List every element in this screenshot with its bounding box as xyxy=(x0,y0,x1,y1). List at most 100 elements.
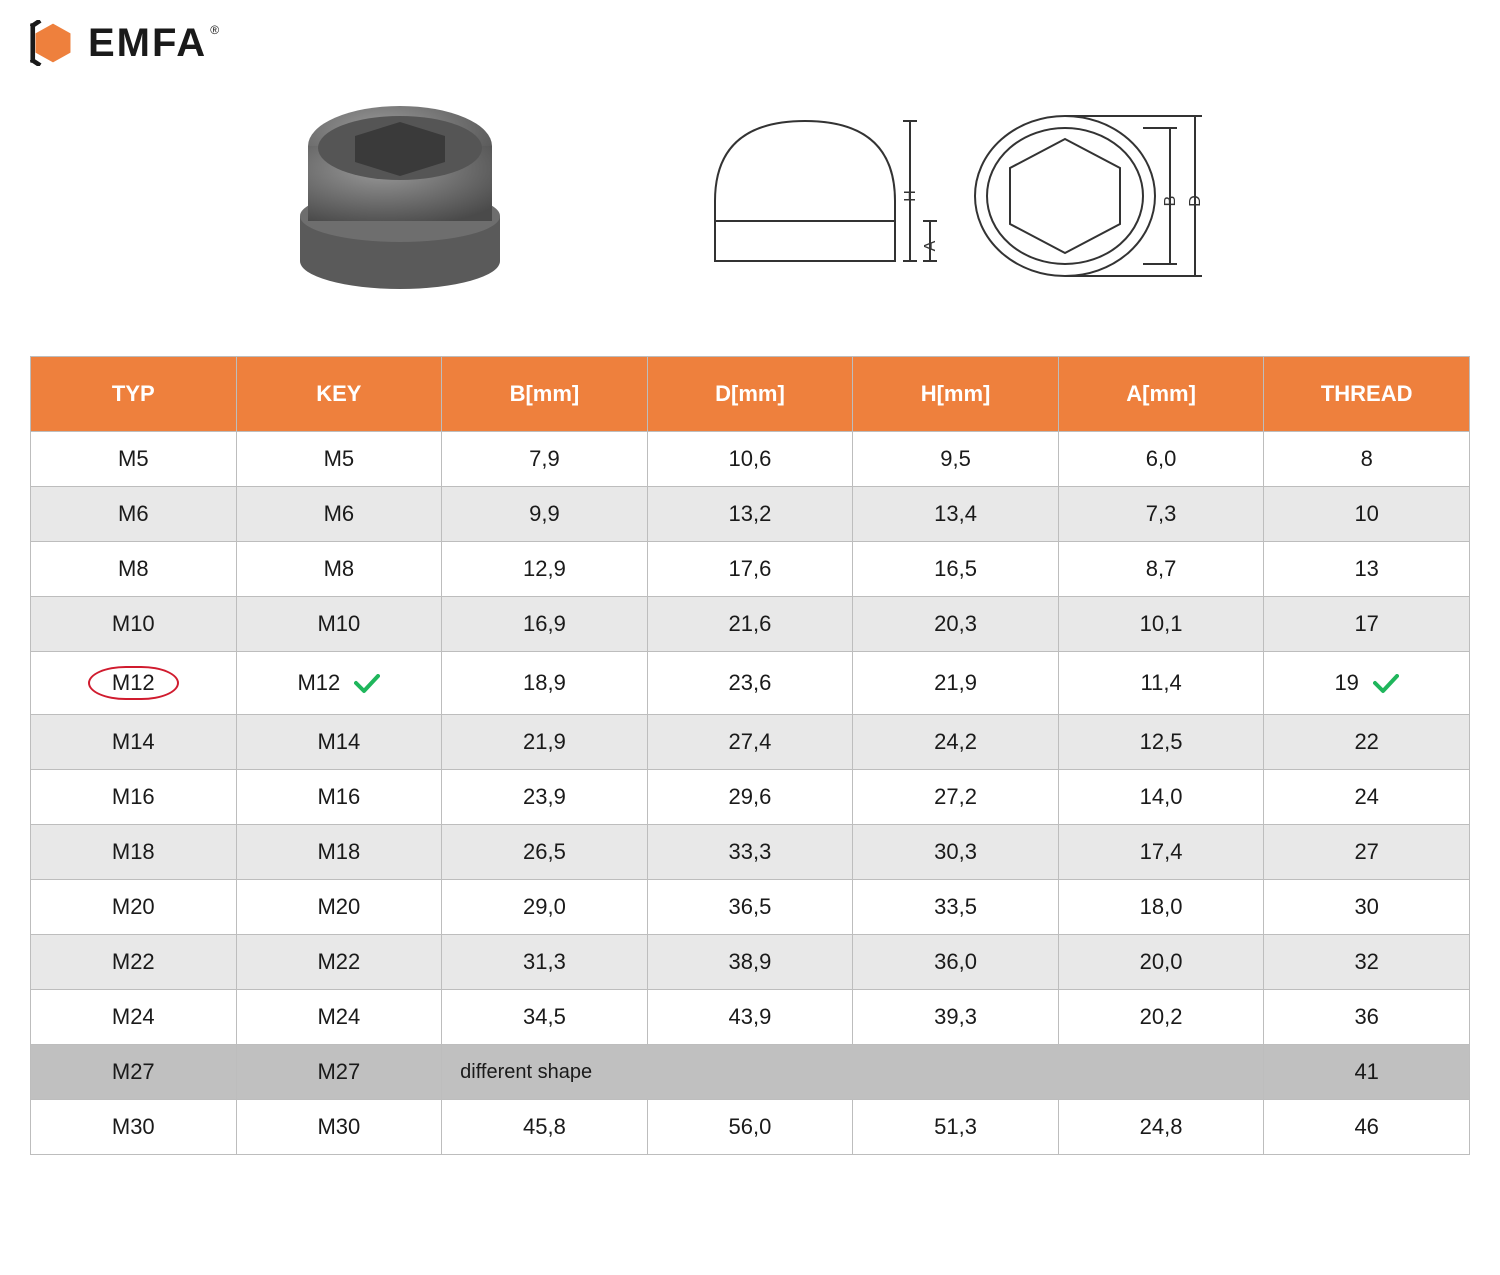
table-cell: 7,3 xyxy=(1058,487,1264,542)
table-cell: 31,3 xyxy=(442,935,648,990)
table-row: M6M69,913,213,47,310 xyxy=(31,487,1470,542)
table-cell: M22 xyxy=(31,935,237,990)
brand-logo: EMFA® xyxy=(30,20,1470,66)
table-cell: M24 xyxy=(31,990,237,1045)
table-cell: 10 xyxy=(1264,487,1470,542)
table-cell: M12 xyxy=(236,652,442,715)
table-cell: 45,8 xyxy=(442,1100,648,1155)
table-cell: 34,5 xyxy=(442,990,648,1045)
table-header-row: TYP KEY B[mm] D[mm] H[mm] A[mm] THREAD xyxy=(31,357,1470,432)
table-cell: M18 xyxy=(236,825,442,880)
table-cell: M10 xyxy=(31,597,237,652)
table-cell: 9,5 xyxy=(853,432,1059,487)
table-cell: 36 xyxy=(1264,990,1470,1045)
table-cell: 36,0 xyxy=(853,935,1059,990)
table-cell: 33,3 xyxy=(647,825,853,880)
svg-text:H: H xyxy=(902,190,919,202)
col-b: B[mm] xyxy=(442,357,648,432)
table-cell: 23,9 xyxy=(442,770,648,825)
table-cell: 10,6 xyxy=(647,432,853,487)
table-row: M12M1218,923,621,911,419 xyxy=(31,652,1470,715)
table-cell: 26,5 xyxy=(442,825,648,880)
table-cell: 38,9 xyxy=(647,935,853,990)
table-cell: 20,0 xyxy=(1058,935,1264,990)
table-row: M8M812,917,616,58,713 xyxy=(31,542,1470,597)
table-row: M16M1623,929,627,214,024 xyxy=(31,770,1470,825)
table-cell: 32 xyxy=(1264,935,1470,990)
table-cell: M22 xyxy=(236,935,442,990)
table-cell: M18 xyxy=(31,825,237,880)
col-key: KEY xyxy=(236,357,442,432)
table-cell: 8,7 xyxy=(1058,542,1264,597)
table-cell: M16 xyxy=(236,770,442,825)
table-cell: 12,5 xyxy=(1058,715,1264,770)
table-cell: 13 xyxy=(1264,542,1470,597)
table-cell: M27 xyxy=(31,1045,237,1100)
table-cell: 29,0 xyxy=(442,880,648,935)
table-cell: M6 xyxy=(236,487,442,542)
dimension-diagram: H A B D xyxy=(695,96,1215,296)
table-cell: 30 xyxy=(1264,880,1470,935)
table-cell: 33,5 xyxy=(853,880,1059,935)
table-cell-note: different shape xyxy=(442,1045,1264,1100)
table-cell: M5 xyxy=(31,432,237,487)
table-cell: M16 xyxy=(31,770,237,825)
col-d: D[mm] xyxy=(647,357,853,432)
table-cell: M14 xyxy=(236,715,442,770)
highlight-circle: M12 xyxy=(88,666,179,700)
table-cell: 51,3 xyxy=(853,1100,1059,1155)
table-row: M20M2029,036,533,518,030 xyxy=(31,880,1470,935)
svg-text:D: D xyxy=(1187,195,1204,207)
col-thread: THREAD xyxy=(1264,357,1470,432)
table-cell: 27,4 xyxy=(647,715,853,770)
table-row: M5M57,910,69,56,08 xyxy=(31,432,1470,487)
table-cell: 16,9 xyxy=(442,597,648,652)
table-row: M30M3045,856,051,324,846 xyxy=(31,1100,1470,1155)
table-row: M14M1421,927,424,212,522 xyxy=(31,715,1470,770)
svg-text:A: A xyxy=(922,240,939,251)
table-cell: 17,6 xyxy=(647,542,853,597)
table-row: M10M1016,921,620,310,117 xyxy=(31,597,1470,652)
table-cell: M12 xyxy=(31,652,237,715)
table-cell: 23,6 xyxy=(647,652,853,715)
table-row: M24M2434,543,939,320,236 xyxy=(31,990,1470,1045)
table-cell: 29,6 xyxy=(647,770,853,825)
table-cell: 9,9 xyxy=(442,487,648,542)
check-icon xyxy=(1373,674,1399,694)
table-cell: M10 xyxy=(236,597,442,652)
col-h: H[mm] xyxy=(853,357,1059,432)
table-cell: 13,4 xyxy=(853,487,1059,542)
images-row: H A B D xyxy=(30,96,1470,296)
table-cell: 11,4 xyxy=(1058,652,1264,715)
check-icon xyxy=(354,674,380,694)
table-row: M22M2231,338,936,020,032 xyxy=(31,935,1470,990)
table-cell: 17,4 xyxy=(1058,825,1264,880)
table-cell: 21,9 xyxy=(853,652,1059,715)
table-cell: M8 xyxy=(236,542,442,597)
table-cell: 22 xyxy=(1264,715,1470,770)
spec-table: TYP KEY B[mm] D[mm] H[mm] A[mm] THREAD M… xyxy=(30,356,1470,1155)
table-cell: 41 xyxy=(1264,1045,1470,1100)
table-cell: 56,0 xyxy=(647,1100,853,1155)
table-cell: 24,8 xyxy=(1058,1100,1264,1155)
table-cell: 13,2 xyxy=(647,487,853,542)
table-cell: 18,0 xyxy=(1058,880,1264,935)
table-cell: 46 xyxy=(1264,1100,1470,1155)
table-cell: 39,3 xyxy=(853,990,1059,1045)
table-cell: 12,9 xyxy=(442,542,648,597)
table-cell: M14 xyxy=(31,715,237,770)
table-cell: M24 xyxy=(236,990,442,1045)
table-cell: 20,3 xyxy=(853,597,1059,652)
table-cell: 6,0 xyxy=(1058,432,1264,487)
table-cell: 36,5 xyxy=(647,880,853,935)
col-a: A[mm] xyxy=(1058,357,1264,432)
col-typ: TYP xyxy=(31,357,237,432)
table-cell: 21,9 xyxy=(442,715,648,770)
table-cell: 8 xyxy=(1264,432,1470,487)
table-cell: M5 xyxy=(236,432,442,487)
table-cell: 30,3 xyxy=(853,825,1059,880)
table-cell: 14,0 xyxy=(1058,770,1264,825)
table-cell: 43,9 xyxy=(647,990,853,1045)
brand-name: EMFA® xyxy=(88,21,207,66)
table-cell: M20 xyxy=(236,880,442,935)
